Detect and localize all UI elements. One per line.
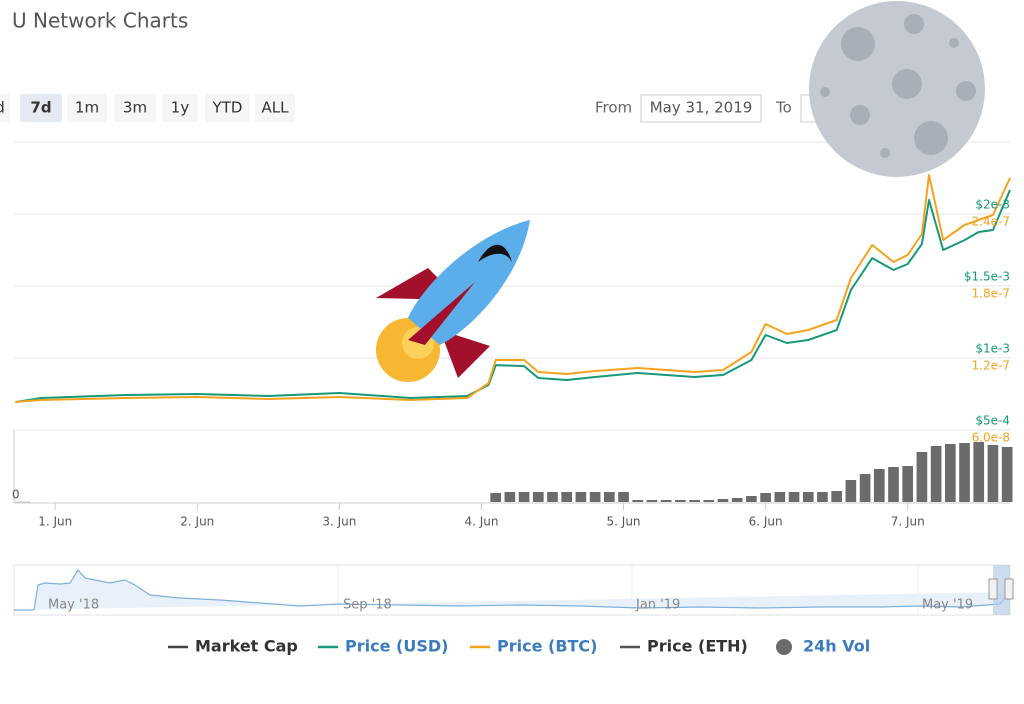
volume-bar [675, 500, 686, 502]
volume-bar [746, 496, 757, 502]
page-title: U Network Charts [12, 9, 188, 33]
volume-bar [873, 469, 885, 502]
moon-emoji [809, 1, 985, 177]
from-label: From [595, 99, 632, 117]
volume-bar [547, 492, 558, 502]
x-tick-label: 4. Jun [464, 515, 498, 529]
volume-bar [731, 498, 743, 502]
y2-tick-label: 1.2e-7 [972, 359, 1010, 373]
volume-bar [689, 500, 700, 502]
zoom-button-label: 1y [171, 99, 190, 117]
from-date: May 31, 2019 [650, 99, 753, 117]
volume-bar [902, 466, 914, 502]
x-tick-label: 2. Jun [180, 515, 214, 529]
volume-bar [532, 492, 544, 502]
volume-bar [831, 491, 842, 502]
y-tick-label: $2e-3 [975, 198, 1010, 212]
y-tick-label: $1.5e-3 [964, 270, 1010, 284]
zoom-button[interactable] [0, 94, 10, 122]
legend-swatch [776, 639, 792, 655]
volume-bar [802, 492, 814, 502]
legend-label[interactable]: 24h Vol [803, 637, 870, 656]
y-tick-label: $5e-4 [975, 414, 1010, 428]
volume-bar [660, 500, 672, 502]
y2-tick-label: 1.8e-7 [972, 287, 1010, 301]
volume-bar [845, 480, 857, 502]
volume-bar [632, 500, 644, 502]
to-label: To [775, 99, 792, 117]
volume-bar [717, 499, 729, 502]
volume-bar [788, 492, 800, 502]
x-tick-label: 6. Jun [749, 515, 783, 529]
volume-bar [973, 442, 985, 502]
volume-tick-label: 0 [12, 488, 20, 502]
zoom-button[interactable] [67, 94, 107, 122]
volume-bar [703, 500, 715, 502]
zoom-button-label: 1m [75, 99, 99, 117]
navigator-label: Jan '19 [635, 598, 680, 613]
zoom-button-label: 7d [30, 99, 51, 117]
volume-bar [987, 445, 999, 502]
volume-bar [774, 492, 786, 502]
legend-label[interactable]: Market Cap [195, 637, 298, 656]
zoom-button[interactable] [162, 94, 198, 122]
rocket-emoji [376, 220, 530, 382]
zoom-button[interactable] [114, 94, 156, 122]
volume-bar [944, 444, 956, 502]
zoom-button[interactable] [20, 94, 62, 122]
navigator-label: May '19 [922, 598, 973, 613]
zoom-button[interactable] [205, 94, 250, 122]
x-tick-label: 3. Jun [322, 515, 356, 529]
volume-bar [817, 492, 828, 502]
x-tick-label: 7. Jun [891, 515, 925, 529]
from-input[interactable] [640, 94, 762, 123]
price-line [15, 189, 1011, 404]
zoom-button-label: 3m [123, 99, 147, 117]
volume-bar [888, 467, 899, 502]
volume-bar [916, 452, 928, 502]
navigator-window[interactable] [993, 565, 1010, 615]
volume-bar [930, 446, 942, 502]
zoom-button-label: d [0, 99, 5, 117]
volume-bar [518, 492, 530, 502]
y-tick-label: $1e-3 [975, 342, 1010, 356]
zoom-button-label: YTD [212, 99, 243, 117]
volume-bar [859, 474, 871, 502]
navigator-label: May '18 [48, 598, 99, 613]
volume-bar [490, 493, 501, 502]
volume-bar [1001, 447, 1013, 502]
legend-label[interactable]: Price (BTC) [497, 637, 597, 656]
volume-bar [618, 492, 629, 502]
volume-bar [760, 493, 771, 502]
price-line [15, 174, 1011, 403]
legend-label[interactable]: Price (USD) [345, 637, 448, 656]
navigator-handle[interactable] [988, 578, 998, 600]
volume-bar [561, 492, 573, 502]
volume-bar [646, 500, 658, 502]
navigator-handle[interactable] [1004, 578, 1014, 600]
y2-tick-label: 2.4e-7 [972, 215, 1010, 229]
x-tick-label: 1. Jun [38, 515, 72, 529]
volume-bar [603, 492, 615, 502]
zoom-bar: d 7d 1m 3m 1y YTD ALL [0, 94, 295, 122]
navigator-label: Sep '18 [343, 598, 392, 613]
zoom-button-label: ALL [262, 99, 290, 117]
y2-tick-label: 6.0e-8 [972, 431, 1010, 445]
x-tick-label: 5. Jun [607, 515, 641, 529]
volume-bar [959, 443, 970, 502]
volume-bar [589, 492, 601, 502]
zoom-button[interactable] [255, 94, 295, 122]
volume-bar [504, 492, 516, 502]
volume-bar [575, 492, 587, 502]
navigator-line [14, 568, 1011, 611]
legend-label[interactable]: Price (ETH) [647, 637, 748, 656]
